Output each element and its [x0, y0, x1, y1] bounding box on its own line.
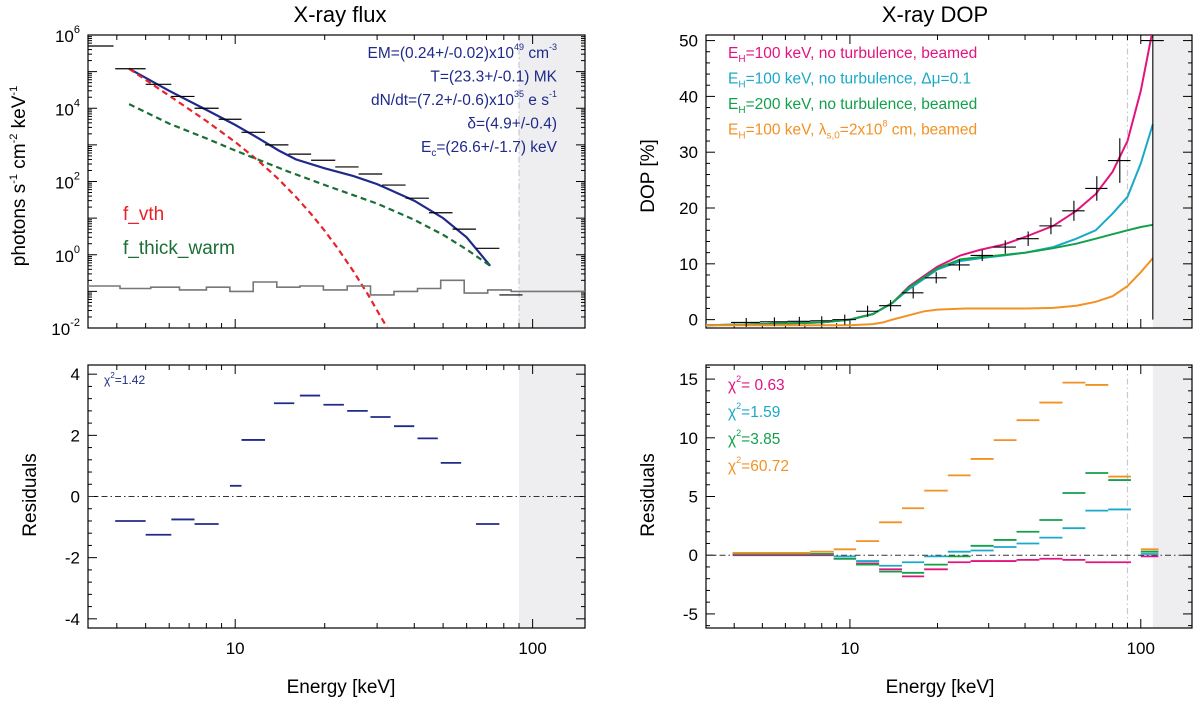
flux-series-f_vth [128, 67, 389, 328]
flux-ytick-label: 104 [55, 97, 80, 119]
dop_residuals-ytick-label: 10 [679, 429, 698, 448]
dop-axes: 0 10 20 30 40 50 [679, 32, 1193, 330]
dop_residuals-xtick-label: 10 [840, 639, 859, 658]
dop-frame [705, 34, 1193, 329]
flux_residuals-xtick-label: 100 [518, 639, 546, 658]
flux-chi2-label: χ2=1.42 [104, 371, 145, 387]
flux-ytick-label: 102 [55, 171, 80, 193]
flux-series-total [128, 67, 492, 267]
dop-chi2-label: χ2=60.72 [728, 455, 789, 475]
dop-ytick-label: 20 [679, 199, 698, 218]
dop-title: X-ray DOP [882, 2, 988, 27]
flux-residuals-ylabel: Residuals [20, 453, 41, 536]
dop-ylabel: DOP [%] [638, 139, 659, 213]
flux_residuals-ytick-label: -2 [65, 549, 80, 568]
flux_residuals-xtick-label: 10 [226, 639, 245, 658]
dop-chi2-label: χ2= 0.63 [728, 374, 785, 394]
dop-ytick-label: 50 [679, 32, 698, 51]
flux-title: X-ray flux [294, 2, 387, 27]
dop_residuals-axes: 10 100 -5 0 5 10 15 [679, 364, 1193, 658]
flux-fit-annotation: Ec=(26.6+/-1.7) keV [421, 139, 558, 159]
dop-chi2-label: χ2=1.59 [728, 401, 780, 421]
flux_residuals-ytick-label: 4 [71, 365, 80, 384]
flux-series-f_thick_warm [128, 103, 491, 267]
flux_residuals-ytick-label: 2 [71, 426, 80, 445]
flux-frame [87, 34, 586, 329]
dop-ytick-label: 0 [689, 311, 698, 330]
flux_residuals-ytick-label: -4 [65, 610, 80, 629]
dop-series-1 [706, 124, 1154, 327]
dop-legend-entry: EH=100 keV, no turbulence, beamed [728, 45, 977, 65]
dop_residuals-xtick-label: 100 [1127, 639, 1155, 658]
dop_residuals-ytick-label: 5 [689, 488, 698, 507]
dop-ytick-label: 10 [679, 255, 698, 274]
dop-xlabel: Energy [keV] [886, 677, 995, 698]
flux-legend-f_vth: f_vth [123, 204, 164, 225]
flux-legend-f_thick_warm: f_thick_warm [123, 238, 235, 259]
dop-legend-entry: EH=200 keV, no turbulence, beamed [728, 96, 977, 116]
flux-axes: 10-2 100 102 104 106 [51, 24, 586, 339]
flux-ytick-label: 106 [55, 24, 80, 46]
flux-shaded-region [519, 35, 585, 328]
flux-fit-annotation: δ=(4.9+/-0.4) [467, 116, 557, 133]
flux-ytick-label: 100 [55, 244, 80, 266]
flux-fit-annotation: T=(23.3+/-0.1) MK [430, 69, 557, 86]
dop-ytick-label: 30 [679, 143, 698, 162]
dop-chi2-label: χ2=3.85 [728, 428, 780, 448]
dop_residuals-ytick-label: 0 [689, 546, 698, 565]
dop_residuals-ytick-label: 15 [679, 370, 698, 389]
flux_residuals-axes: 10 100 -4 -2 0 2 4 [65, 364, 586, 658]
dop_residuals-ytick-label: -5 [683, 605, 698, 624]
dop-residuals-ylabel: Residuals [638, 453, 659, 536]
dop-series-3 [706, 257, 1154, 327]
flux-ytick-label: 10-2 [51, 317, 80, 339]
dop-legend-entry: EH=100 keV, no turbulence, Δμ=0.1 [728, 71, 971, 91]
flux-series-background [88, 279, 585, 296]
dop-legend-entry: EH=100 keV, λs,0=2x108 cm, beamed [728, 119, 977, 142]
flux-fit-annotation: EM=(0.24+/-0.02)x1049 cm-3 [368, 42, 557, 62]
dop-plot-area [706, 35, 1164, 327]
flux-plot-area [88, 45, 585, 328]
dop-shaded-region [1152, 35, 1192, 328]
flux_residuals-ytick-label: 0 [71, 488, 80, 507]
dop_residuals-frame [705, 364, 1193, 629]
flux-ylabel: photons s-1 cm-2 keV-1 [8, 86, 30, 266]
dop-ytick-label: 40 [679, 87, 698, 106]
flux-fit-annotation: dN/dt=(7.2+/-0.6)x1035 e s-1 [371, 89, 557, 109]
flux-xlabel: Energy [keV] [287, 677, 396, 698]
